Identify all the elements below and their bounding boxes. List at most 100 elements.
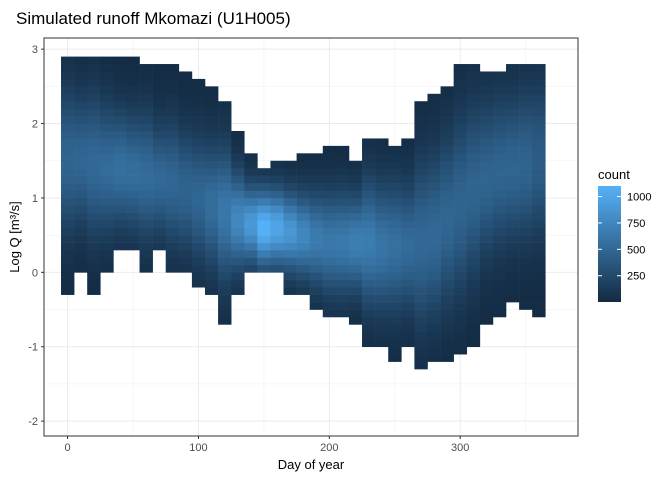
heatmap-tile bbox=[309, 294, 324, 303]
heatmap-tile bbox=[87, 168, 101, 176]
heatmap-tile bbox=[244, 212, 258, 221]
heatmap-tile bbox=[87, 145, 101, 154]
heatmap-tile bbox=[178, 242, 193, 251]
heatmap-tile bbox=[270, 197, 284, 206]
heatmap-tile bbox=[414, 227, 428, 236]
heatmap-tile bbox=[427, 183, 441, 191]
heatmap-tile bbox=[165, 71, 180, 80]
heatmap-tile bbox=[165, 257, 180, 266]
heatmap-tile bbox=[388, 153, 402, 162]
heatmap-tile bbox=[414, 279, 428, 288]
heatmap-tile bbox=[283, 250, 297, 258]
heatmap-tile bbox=[492, 294, 507, 303]
heatmap-tile bbox=[492, 205, 507, 214]
heatmap-tile bbox=[362, 138, 376, 147]
heatmap-tile bbox=[218, 116, 232, 124]
heatmap-tile bbox=[532, 220, 546, 229]
heatmap-tile bbox=[519, 168, 533, 176]
heatmap-tile bbox=[218, 168, 232, 176]
heatmap-tile bbox=[362, 302, 376, 310]
heatmap-tile bbox=[113, 190, 127, 199]
heatmap-tile bbox=[178, 116, 193, 124]
heatmap-tile bbox=[453, 220, 468, 229]
heatmap-tile bbox=[414, 190, 428, 199]
heatmap-tile bbox=[283, 264, 297, 273]
heatmap-tile bbox=[283, 242, 297, 251]
heatmap-tile bbox=[532, 108, 546, 117]
heatmap-tile bbox=[231, 264, 245, 273]
heatmap-tile bbox=[506, 197, 520, 206]
heatmap-tile bbox=[74, 101, 88, 109]
heatmap-tile bbox=[506, 235, 520, 243]
heatmap-tile bbox=[388, 183, 402, 191]
heatmap-tile bbox=[414, 316, 428, 325]
heatmap-tile bbox=[113, 78, 127, 87]
heatmap-tile bbox=[152, 190, 167, 199]
heatmap-tile bbox=[506, 227, 520, 236]
heatmap-tile bbox=[388, 302, 402, 310]
heatmap-tile bbox=[466, 183, 481, 191]
heatmap-tile bbox=[532, 86, 546, 95]
heatmap-tile bbox=[61, 212, 75, 221]
heatmap-tile bbox=[152, 168, 167, 176]
heatmap-tile bbox=[362, 168, 376, 176]
heatmap-tile bbox=[532, 160, 546, 169]
y-tick-label: 2 bbox=[32, 119, 38, 131]
heatmap-tile bbox=[532, 205, 546, 214]
heatmap-tile bbox=[401, 175, 415, 184]
heatmap-tile bbox=[126, 190, 140, 199]
heatmap-tile bbox=[165, 93, 180, 102]
heatmap-tile bbox=[479, 93, 494, 102]
heatmap-tile bbox=[519, 279, 533, 288]
heatmap-tile bbox=[218, 130, 232, 139]
heatmap-tile bbox=[348, 257, 363, 266]
heatmap-tile bbox=[348, 250, 363, 258]
heatmap-tile bbox=[178, 78, 193, 87]
heatmap-tile bbox=[322, 264, 337, 273]
heatmap-tile bbox=[139, 78, 153, 87]
heatmap-tile bbox=[178, 175, 193, 184]
heatmap-tile bbox=[139, 220, 153, 229]
heatmap-tile bbox=[414, 361, 428, 370]
heatmap-tile bbox=[506, 64, 520, 72]
heatmap-tile bbox=[296, 197, 310, 206]
heatmap-tile bbox=[244, 190, 258, 199]
heatmap-tile bbox=[178, 190, 193, 199]
heatmap-tile bbox=[440, 153, 454, 162]
heatmap-tile bbox=[87, 279, 101, 288]
x-tick-label: 0 bbox=[64, 442, 70, 454]
heatmap-tile bbox=[375, 264, 389, 273]
heatmap-tile bbox=[100, 86, 114, 95]
heatmap-tile bbox=[126, 220, 140, 229]
heatmap-tile bbox=[126, 242, 140, 251]
heatmap-tile bbox=[362, 212, 376, 221]
heatmap-tile bbox=[87, 257, 101, 266]
heatmap-tile bbox=[61, 264, 75, 273]
heatmap-tile bbox=[165, 160, 180, 169]
heatmap-tile bbox=[466, 302, 481, 310]
heatmap-tile bbox=[519, 130, 533, 139]
heatmap-tile bbox=[440, 257, 454, 266]
heatmap-tile bbox=[453, 264, 468, 273]
heatmap-tile bbox=[204, 183, 219, 191]
heatmap-tile bbox=[257, 250, 271, 258]
heatmap-tile bbox=[322, 279, 337, 288]
heatmap-tile bbox=[283, 183, 297, 191]
heatmap-tile bbox=[270, 242, 284, 251]
heatmap-tile bbox=[440, 212, 454, 221]
heatmap-tile bbox=[427, 242, 441, 251]
heatmap-tile bbox=[519, 138, 533, 147]
heatmap-tile bbox=[152, 160, 167, 169]
heatmap-tile bbox=[87, 86, 101, 95]
heatmap-tile bbox=[231, 287, 245, 295]
heatmap-tile bbox=[401, 279, 415, 288]
heatmap-tile bbox=[126, 153, 140, 162]
heatmap-tile bbox=[204, 86, 219, 95]
heatmap-tile bbox=[309, 175, 324, 184]
heatmap-tile bbox=[506, 153, 520, 162]
heatmap-tile bbox=[296, 168, 310, 176]
heatmap-tile bbox=[479, 227, 494, 236]
heatmap-tile bbox=[309, 302, 324, 310]
heatmap-tile bbox=[191, 130, 206, 139]
heatmap-tile bbox=[440, 138, 454, 147]
